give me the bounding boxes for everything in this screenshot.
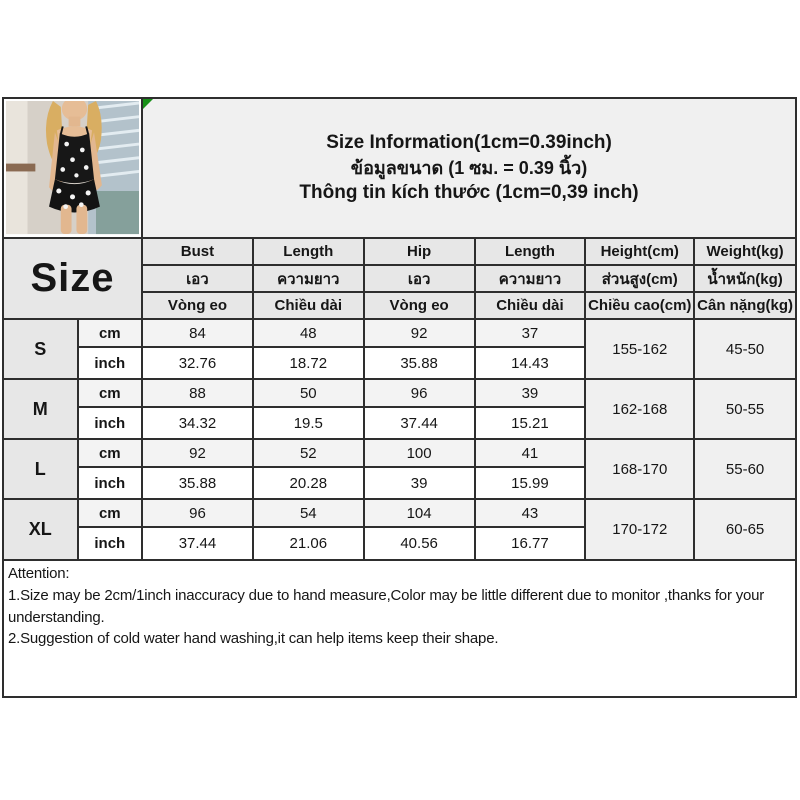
title-vietnamese: Thông tin kích thước (1cm=0,39 inch) <box>299 182 639 204</box>
title-cell: Size Information(1cm=0.39inch) ข้อมูลขนา… <box>141 97 797 239</box>
col-header-bust-vi: Vòng eo <box>141 291 254 320</box>
col-header-length2-th: ความยาว <box>473 264 587 293</box>
size-label-xl: XL <box>2 498 79 561</box>
weight-range: 50-55 <box>693 378 797 440</box>
title-thai: ข้อมูลขนาด (1 ซม. = 0.39 นิ้ว) <box>350 157 588 178</box>
col-header-height-en: Height(cm) <box>584 237 696 266</box>
size-label-l: L <box>2 438 79 500</box>
table-row: inch 34.32 19.5 37.44 15.21 <box>3 406 796 440</box>
value-cell: 88 <box>141 378 254 408</box>
col-header-weight-th: น้ำหนัก(kg) <box>693 264 797 293</box>
value-cell: 34.32 <box>141 406 254 440</box>
value-cell: 96 <box>141 498 254 528</box>
unit-cm: cm <box>76 378 144 408</box>
col-header-weight-vi: Cân nặng(kg) <box>693 291 797 320</box>
value-cell: 19.5 <box>251 406 365 440</box>
col-header-height-vi: Chiều cao(cm) <box>584 291 696 320</box>
col-header-length1-th: ความยาว <box>251 264 365 293</box>
unit-inch: inch <box>76 406 144 440</box>
value-cell: 41 <box>473 438 587 468</box>
table-row: S cm 84 48 92 37 155-162 45-50 <box>2 318 797 380</box>
col-header-length2-vi: Chiều dài <box>473 291 587 320</box>
table-row: M cm 88 50 96 39 162-168 50-55 <box>2 378 797 440</box>
value-cell: 104 <box>362 498 476 528</box>
unit-cm: cm <box>76 438 144 468</box>
value-cell: 37 <box>473 318 587 348</box>
attention-line-1: 1.Size may be 2cm/1inch inaccuracy due t… <box>8 586 765 626</box>
cell-corner-triangle-icon <box>144 100 154 109</box>
value-cell: 16.77 <box>473 526 587 561</box>
value-cell: 35.88 <box>362 346 476 380</box>
weight-range: 45-50 <box>693 318 797 380</box>
col-header-bust-th: เอว <box>141 264 254 293</box>
col-header-length1-vi: Chiều dài <box>251 291 365 320</box>
col-header-hip-th: เอว <box>362 264 476 293</box>
value-cell: 100 <box>362 438 476 468</box>
size-table: Size Information(1cm=0.39inch) ข้อมูลขนา… <box>1 97 797 698</box>
attention-line-2: 2.Suggestion of cold water hand washing,… <box>8 630 499 648</box>
value-cell: 15.99 <box>473 466 587 500</box>
col-header-bust-en: Bust <box>141 237 254 266</box>
value-cell: 21.06 <box>251 526 365 561</box>
product-photo <box>6 101 140 235</box>
value-cell: 35.88 <box>141 466 254 500</box>
value-cell: 20.28 <box>251 466 365 500</box>
value-cell: 92 <box>362 318 476 348</box>
height-range: 170-172 <box>584 498 696 561</box>
value-cell: 96 <box>362 378 476 408</box>
weight-range: 60-65 <box>693 498 797 561</box>
attention-note: Attention: 1.Size may be 2cm/1inch inacc… <box>2 559 797 698</box>
size-label-s: S <box>2 318 79 380</box>
product-photo-cell <box>1 97 144 239</box>
unit-cm: cm <box>76 318 144 348</box>
value-cell: 48 <box>251 318 365 348</box>
value-cell: 37.44 <box>141 526 254 561</box>
value-cell: 52 <box>251 438 365 468</box>
attention-heading: Attention: <box>8 565 70 582</box>
value-cell: 50 <box>251 378 365 408</box>
value-cell: 54 <box>251 498 365 528</box>
table-row: inch 35.88 20.28 39 15.99 <box>3 466 796 500</box>
value-cell: 92 <box>141 438 254 468</box>
col-header-hip-vi: Vòng eo <box>362 291 476 320</box>
table-row: inch 37.44 21.06 40.56 16.77 <box>3 526 796 561</box>
table-row: inch 32.76 18.72 35.88 14.43 <box>3 346 796 380</box>
value-cell: 18.72 <box>251 346 365 380</box>
size-label-m: M <box>2 378 79 440</box>
table-row: L cm 92 52 100 41 168-170 55-60 <box>2 438 797 500</box>
weight-range: 55-60 <box>693 438 797 500</box>
col-header-hip-en: Hip <box>362 237 476 266</box>
unit-inch: inch <box>76 346 144 380</box>
unit-inch: inch <box>76 466 144 500</box>
value-cell: 14.43 <box>473 346 587 380</box>
height-range: 168-170 <box>584 438 696 500</box>
value-cell: 43 <box>473 498 587 528</box>
table-row: XL cm 96 54 104 43 170-172 60-65 <box>2 498 797 561</box>
col-header-length1-en: Length <box>251 237 365 266</box>
value-cell: 84 <box>141 318 254 348</box>
col-header-weight-en: Weight(kg) <box>693 237 797 266</box>
height-range: 155-162 <box>584 318 696 380</box>
size-header: Size <box>1 237 144 320</box>
unit-inch: inch <box>76 526 144 561</box>
value-cell: 39 <box>362 466 476 500</box>
height-range: 162-168 <box>584 378 696 440</box>
col-header-height-th: ส่วนสูง(cm) <box>584 264 696 293</box>
value-cell: 32.76 <box>141 346 254 380</box>
value-cell: 40.56 <box>362 526 476 561</box>
col-header-length2-en: Length <box>473 237 587 266</box>
value-cell: 15.21 <box>473 406 587 440</box>
title-english: Size Information(1cm=0.39inch) <box>326 132 612 154</box>
value-cell: 37.44 <box>362 406 476 440</box>
value-cell: 39 <box>473 378 587 408</box>
unit-cm: cm <box>76 498 144 528</box>
